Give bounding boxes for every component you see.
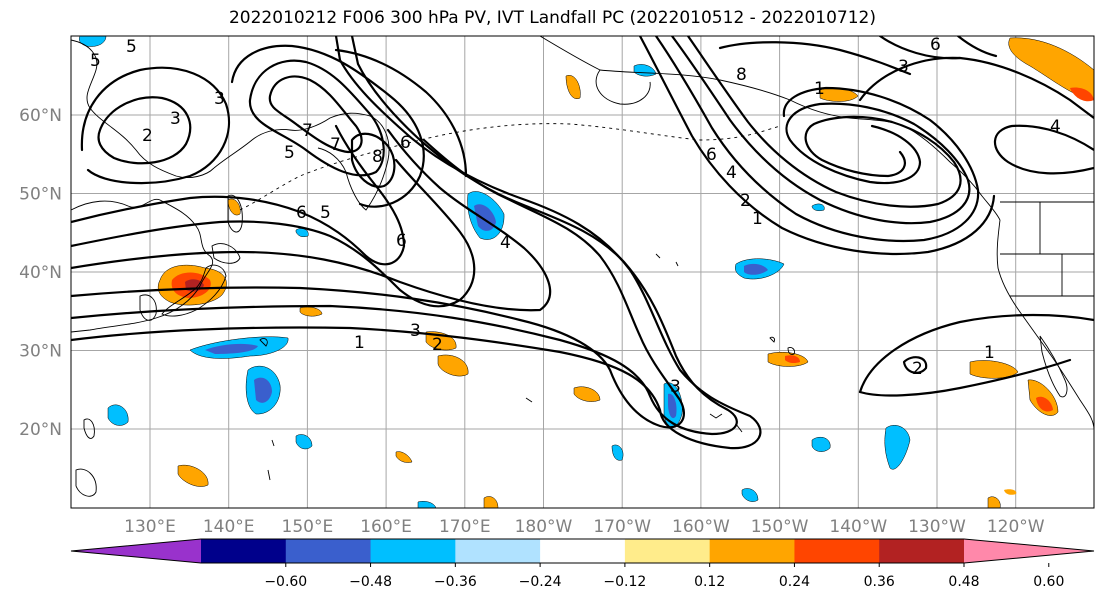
colorbar-tick-label: 0.36 bbox=[864, 574, 895, 590]
longitude-tick-label: 180°W bbox=[515, 517, 573, 537]
svg-text:3: 3 bbox=[410, 321, 421, 341]
svg-text:8: 8 bbox=[372, 147, 383, 167]
colorbar-segment bbox=[879, 539, 965, 563]
map-content: 2 3 3 5 5 5 6 6 5 7 7 8 6 4 3 2 1 3 8 6 … bbox=[71, 35, 1094, 508]
contour-labels: 2 3 3 5 5 5 6 6 5 7 7 8 6 4 3 2 1 3 8 6 … bbox=[90, 35, 1061, 397]
latitude-tick-label: 50°N bbox=[19, 185, 62, 205]
svg-text:8: 8 bbox=[736, 65, 747, 85]
svg-text:1: 1 bbox=[984, 343, 995, 363]
pv-contours bbox=[71, 36, 1094, 450]
longitude-tick-label: 170°W bbox=[593, 517, 651, 537]
colorbar-extend-high bbox=[964, 539, 1094, 563]
longitude-tick-label: 140°E bbox=[203, 517, 255, 537]
latitude-tick-label: 20°N bbox=[19, 420, 62, 440]
svg-text:2: 2 bbox=[432, 335, 443, 355]
map-frame bbox=[70, 35, 1095, 509]
svg-text:2: 2 bbox=[912, 359, 923, 379]
colorbar bbox=[70, 538, 1095, 564]
svg-text:2: 2 bbox=[740, 191, 751, 211]
svg-text:6: 6 bbox=[296, 203, 307, 223]
svg-text:7: 7 bbox=[330, 135, 341, 155]
svg-text:4: 4 bbox=[726, 163, 737, 183]
page-title: 2022010212 F006 300 hPa PV, IVT Landfall… bbox=[228, 8, 876, 28]
svg-text:6: 6 bbox=[930, 35, 941, 55]
longitude-tick-label: 140°W bbox=[829, 517, 887, 537]
colorbar-tick-label: −0.24 bbox=[519, 574, 562, 590]
colorbar-segment bbox=[624, 539, 711, 563]
svg-text:3: 3 bbox=[670, 377, 681, 397]
svg-text:5: 5 bbox=[126, 37, 137, 57]
svg-text:1: 1 bbox=[814, 79, 825, 99]
svg-text:7: 7 bbox=[302, 121, 313, 141]
colorbar-tick-label: 0.48 bbox=[948, 574, 979, 590]
longitude-labels: 130°E 140°E 150°E 160°E 170°E 180°W 170°W 160°W… bbox=[124, 517, 1045, 537]
colorbar-tick-label: 0.60 bbox=[1033, 574, 1064, 590]
longitude-tick-label: 120°W bbox=[987, 517, 1045, 537]
longitude-tick-label: 160°W bbox=[672, 517, 730, 537]
longitude-tick-label: 160°E bbox=[360, 517, 412, 537]
colorbar-tick-label: 0.12 bbox=[694, 574, 725, 590]
colorbar-tick-label: 0.24 bbox=[779, 574, 810, 590]
svg-text:3: 3 bbox=[170, 109, 181, 129]
longitude-tick-label: 150°E bbox=[282, 517, 334, 537]
colorbar-tick-label: −0.12 bbox=[603, 574, 646, 590]
colorbar-segment bbox=[794, 539, 880, 563]
svg-text:3: 3 bbox=[898, 57, 909, 77]
latitude-tick-label: 30°N bbox=[19, 342, 62, 362]
colorbar-tick-label: −0.60 bbox=[264, 574, 307, 590]
longitude-tick-label: 130°E bbox=[124, 517, 176, 537]
colorbar-segment bbox=[540, 539, 626, 563]
longitude-tick-label: 130°W bbox=[908, 517, 966, 537]
colorbar-outline bbox=[70, 538, 1095, 564]
colorbar-segment bbox=[709, 539, 795, 563]
svg-text:6: 6 bbox=[400, 133, 411, 153]
svg-text:6: 6 bbox=[706, 145, 717, 165]
svg-text:4: 4 bbox=[500, 233, 511, 253]
colorbar-labels: −0.60 −0.48 −0.36 −0.24 −0.12 0.12 0.24 0.36 0.4… bbox=[264, 563, 1064, 590]
svg-text:3: 3 bbox=[214, 89, 225, 109]
latitude-tick-label: 40°N bbox=[19, 263, 62, 283]
colorbar-extend-low bbox=[71, 539, 201, 563]
svg-text:5: 5 bbox=[284, 143, 295, 163]
svg-text:5: 5 bbox=[90, 51, 101, 71]
colorbar-tick-label: −0.48 bbox=[349, 574, 392, 590]
colorbar-segment bbox=[285, 539, 372, 563]
svg-text:1: 1 bbox=[752, 209, 763, 229]
latitude-tick-label: 60°N bbox=[19, 106, 62, 126]
colorbar-segment bbox=[370, 539, 456, 563]
colorbar-segment bbox=[201, 539, 287, 563]
svg-text:4: 4 bbox=[1050, 117, 1061, 137]
svg-text:2: 2 bbox=[142, 126, 153, 146]
latitude-labels: 20°N 30°N 40°N 50°N 60°N bbox=[19, 106, 62, 440]
svg-text:5: 5 bbox=[320, 203, 331, 223]
colorbar-tick-label: −0.36 bbox=[434, 574, 477, 590]
colorbar-segment bbox=[455, 539, 541, 563]
longitude-tick-label: 150°W bbox=[751, 517, 809, 537]
svg-text:1: 1 bbox=[354, 333, 365, 353]
svg-text:6: 6 bbox=[396, 231, 407, 251]
coastlines bbox=[71, 36, 1094, 497]
longitude-tick-label: 170°E bbox=[439, 517, 491, 537]
